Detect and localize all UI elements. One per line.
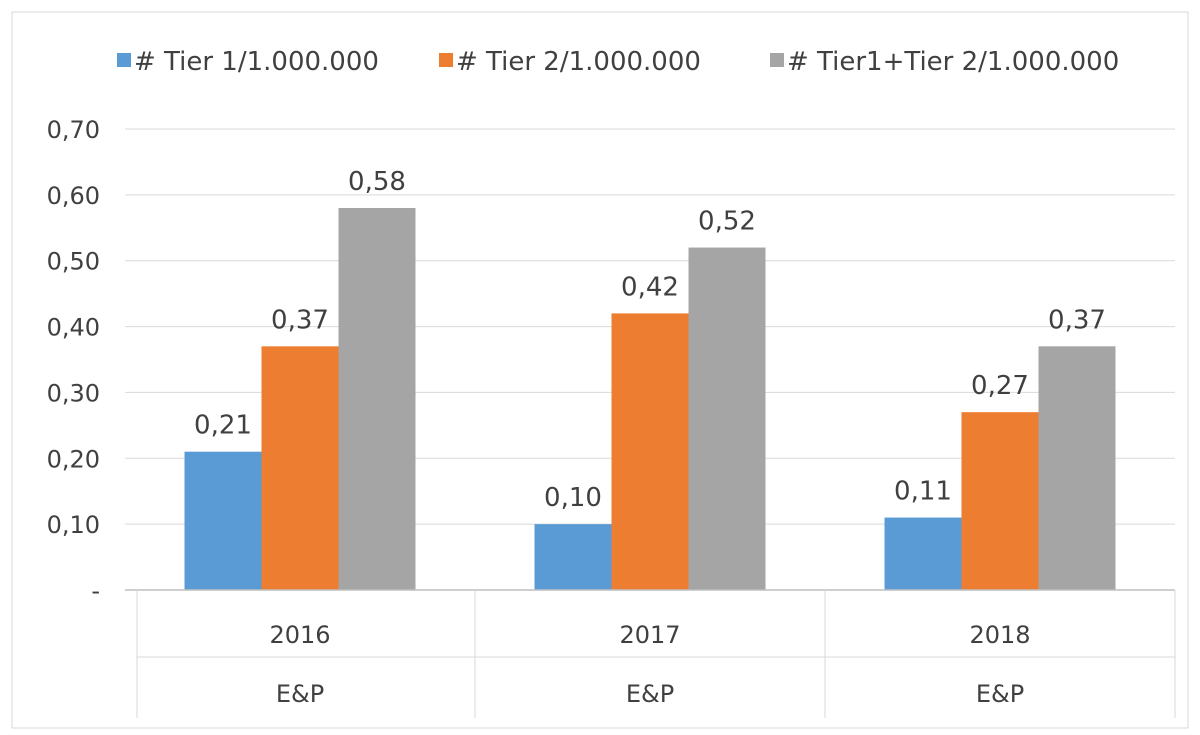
legend: # Tier 1/1.000.000 # Tier 2/1.000.000 # Ti… bbox=[117, 47, 1119, 77]
data-label: 0,27 bbox=[971, 371, 1029, 401]
legend-label: # Tier 1/1.000.000 bbox=[134, 47, 379, 77]
bar bbox=[688, 247, 766, 591]
y-tick-label: 0,50 bbox=[47, 248, 100, 276]
data-label: 0,11 bbox=[894, 477, 952, 507]
y-tick-label: - bbox=[91, 577, 100, 605]
y-tick-label: 0,10 bbox=[47, 511, 100, 539]
x-group-label: E&P bbox=[626, 680, 674, 708]
chart-border bbox=[11, 11, 1189, 729]
y-tick-label: 0,70 bbox=[47, 116, 100, 144]
data-label: 0,10 bbox=[544, 483, 602, 513]
data-label: 0,42 bbox=[621, 272, 679, 302]
x-group-label: E&P bbox=[276, 680, 324, 708]
y-tick-label: 0,30 bbox=[47, 379, 100, 407]
bar bbox=[884, 517, 962, 590]
y-tick-label: 0,40 bbox=[47, 314, 100, 342]
legend-swatch bbox=[117, 53, 131, 67]
bars bbox=[184, 208, 1116, 591]
data-label: 0,21 bbox=[194, 411, 252, 441]
bar bbox=[184, 451, 262, 590]
legend-label: # Tier1+Tier 2/1.000.000 bbox=[787, 47, 1119, 77]
y-axis: - 0,10 0,20 0,30 0,40 0,50 0,60 0,70 bbox=[47, 116, 100, 605]
data-label: 0,52 bbox=[698, 207, 756, 237]
x-tick-label: 2016 bbox=[269, 621, 330, 649]
data-label: 0,37 bbox=[1048, 305, 1106, 335]
bar bbox=[534, 524, 612, 590]
bar bbox=[261, 346, 339, 590]
legend-label: # Tier 2/1.000.000 bbox=[456, 47, 701, 77]
bar bbox=[961, 412, 1039, 590]
bar bbox=[1038, 346, 1116, 590]
legend-swatch bbox=[439, 53, 453, 67]
bar bbox=[338, 208, 416, 590]
y-tick-label: 0,20 bbox=[47, 445, 100, 473]
legend-swatch bbox=[770, 53, 784, 67]
bar bbox=[611, 313, 689, 590]
x-tick-label: 2018 bbox=[969, 621, 1030, 649]
x-group-label: E&P bbox=[976, 680, 1024, 708]
y-tick-label: 0,60 bbox=[47, 182, 100, 210]
x-axis: 2016 E&P 2017 E&P 2018 E&P bbox=[125, 589, 1176, 718]
data-labels: 0,21 0,37 0,58 0,10 0,42 0,52 0,11 0,27 0,37 bbox=[194, 167, 1106, 513]
data-label: 0,58 bbox=[348, 167, 406, 197]
data-label: 0,37 bbox=[271, 305, 329, 335]
x-tick-label: 2017 bbox=[619, 621, 680, 649]
